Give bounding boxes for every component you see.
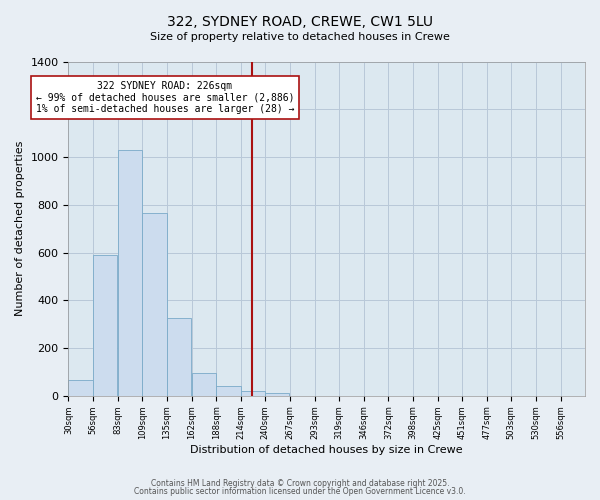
Bar — [68, 380, 93, 396]
Bar — [118, 150, 142, 396]
Bar — [142, 213, 167, 396]
Bar — [241, 391, 265, 396]
Text: Size of property relative to detached houses in Crewe: Size of property relative to detached ho… — [150, 32, 450, 42]
Y-axis label: Number of detached properties: Number of detached properties — [15, 141, 25, 316]
Bar — [216, 386, 241, 396]
Text: 322, SYDNEY ROAD, CREWE, CW1 5LU: 322, SYDNEY ROAD, CREWE, CW1 5LU — [167, 15, 433, 29]
Bar — [192, 373, 216, 396]
Text: Contains HM Land Registry data © Crown copyright and database right 2025.: Contains HM Land Registry data © Crown c… — [151, 478, 449, 488]
Bar — [265, 394, 289, 396]
Bar — [167, 318, 191, 396]
X-axis label: Distribution of detached houses by size in Crewe: Distribution of detached houses by size … — [190, 445, 463, 455]
Bar — [93, 255, 117, 396]
Text: 322 SYDNEY ROAD: 226sqm
← 99% of detached houses are smaller (2,886)
1% of semi-: 322 SYDNEY ROAD: 226sqm ← 99% of detache… — [35, 80, 294, 114]
Text: Contains public sector information licensed under the Open Government Licence v3: Contains public sector information licen… — [134, 487, 466, 496]
